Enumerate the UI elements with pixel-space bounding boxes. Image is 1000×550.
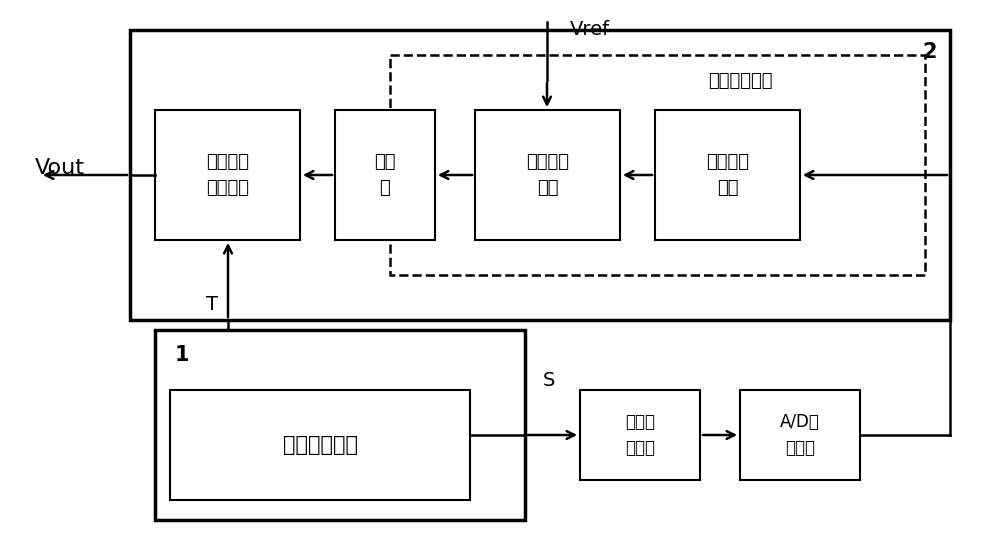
Text: 零偏温度
补偿模块: 零偏温度 补偿模块 bbox=[206, 153, 249, 196]
Text: T: T bbox=[206, 295, 218, 314]
Bar bbox=[155, 330, 525, 520]
Bar bbox=[335, 110, 435, 240]
Text: 检测谐振电路: 检测谐振电路 bbox=[283, 435, 358, 455]
Bar bbox=[155, 110, 300, 240]
Text: 接口放
大电路: 接口放 大电路 bbox=[625, 414, 655, 456]
Text: Vref: Vref bbox=[570, 20, 610, 39]
Bar bbox=[475, 110, 620, 240]
Text: 滤波
器: 滤波 器 bbox=[374, 153, 396, 196]
Text: 1: 1 bbox=[175, 345, 190, 365]
Bar bbox=[130, 30, 950, 320]
Text: A/D采
样电路: A/D采 样电路 bbox=[780, 414, 820, 456]
Text: Vout: Vout bbox=[35, 158, 85, 178]
Text: 信号解调
模块: 信号解调 模块 bbox=[526, 153, 569, 196]
Text: 信号放大
电路: 信号放大 电路 bbox=[706, 153, 749, 196]
Bar bbox=[390, 55, 925, 275]
Text: 2: 2 bbox=[923, 42, 937, 62]
Bar bbox=[170, 390, 470, 500]
Text: S: S bbox=[543, 371, 555, 389]
Bar bbox=[655, 110, 800, 240]
Bar bbox=[740, 390, 860, 480]
Text: 信号调理模块: 信号调理模块 bbox=[708, 72, 772, 90]
Bar bbox=[580, 390, 700, 480]
